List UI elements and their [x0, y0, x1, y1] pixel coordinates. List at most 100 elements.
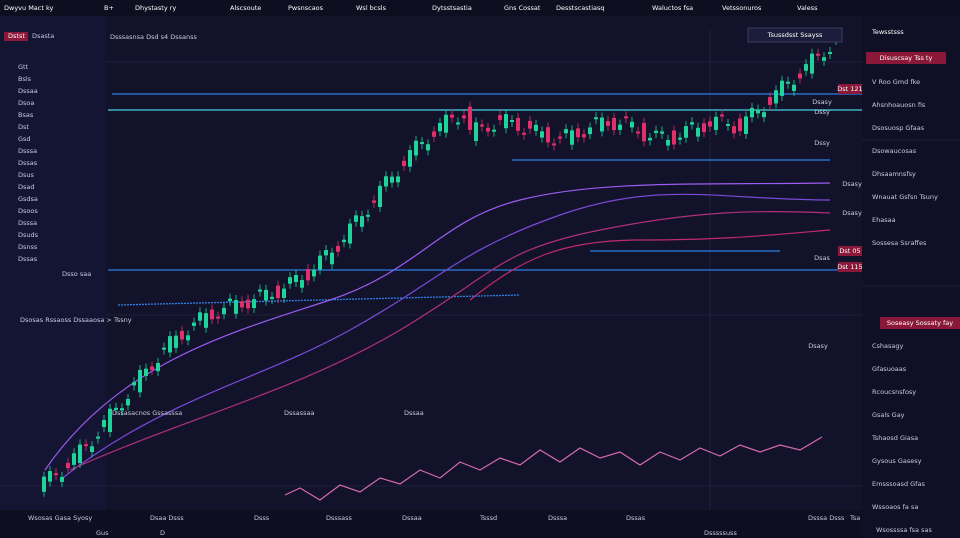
list-item: Wssoaos fa sa — [872, 503, 918, 511]
candle — [48, 471, 52, 482]
candle — [552, 143, 556, 146]
highlight-text: Soseasy Sossaty fay — [887, 319, 953, 327]
list-item: Wnauat Gsfsn Tsuny — [872, 193, 938, 201]
list-item: Emsssoasd Gfas — [872, 480, 925, 488]
menu-item: Gns Cossat — [504, 4, 541, 12]
candle — [450, 114, 454, 118]
candle — [186, 335, 190, 341]
menu-item: Desstscastiasq — [556, 4, 605, 12]
menu-item: Wsl bcsls — [356, 4, 387, 12]
footer-label: Dssas — [626, 514, 646, 522]
candle — [636, 131, 640, 134]
candle — [744, 116, 748, 135]
candle — [342, 239, 346, 243]
panel-footer: Dsso saa — [62, 270, 91, 278]
left-panel — [0, 16, 106, 510]
footer-label: Dsssssuss — [704, 529, 737, 537]
candle — [720, 114, 724, 117]
indicator-title: Dsosas Rssaoss Dssaaosa > Tssny — [20, 316, 132, 324]
list-item: Dsoa — [18, 99, 34, 107]
candle — [498, 115, 502, 120]
candle — [390, 176, 394, 183]
candle — [780, 80, 784, 96]
candle — [492, 129, 496, 132]
candle — [534, 124, 538, 131]
candle — [582, 134, 586, 138]
candle — [510, 120, 514, 123]
candle — [234, 300, 238, 314]
list-item: Dst — [18, 123, 29, 131]
candle — [444, 114, 448, 133]
candles — [42, 32, 838, 497]
list-item: Bsas — [18, 111, 34, 119]
candle — [384, 176, 388, 187]
candle — [72, 453, 76, 465]
candle — [816, 53, 820, 56]
candle — [474, 122, 478, 142]
list-item: Bsls — [18, 75, 32, 83]
highlight — [866, 52, 946, 64]
candle — [312, 269, 316, 277]
candle — [756, 109, 760, 114]
panel-footer: Wsossssa fsa sas — [876, 526, 932, 534]
tooltip — [747, 27, 843, 43]
list-item: Dsowaucosas — [872, 147, 917, 155]
tooltip-text: Tsussdsst Ssayss — [767, 31, 823, 39]
candle — [330, 252, 334, 265]
level-label: Dsasy — [842, 180, 862, 188]
candle — [42, 476, 46, 492]
level-label: Dsasy — [808, 342, 828, 350]
candle — [648, 137, 652, 141]
candle — [462, 115, 466, 119]
candle — [546, 127, 550, 143]
candle — [150, 366, 154, 371]
candle — [624, 116, 628, 119]
list-item: Dssas — [18, 255, 38, 263]
candle — [126, 398, 130, 406]
candle — [54, 473, 58, 476]
candle — [318, 255, 322, 270]
candle — [168, 336, 172, 353]
candle — [822, 57, 826, 61]
candle — [96, 436, 100, 439]
list-item: Dssaa — [18, 87, 38, 95]
candle — [522, 132, 526, 135]
price-label: Dst 115 — [837, 263, 862, 271]
panel-title: Tewsstsss — [871, 28, 904, 36]
candle — [414, 140, 418, 156]
candle — [192, 322, 196, 326]
candle — [702, 123, 706, 133]
candle — [426, 144, 430, 151]
candle — [228, 298, 232, 302]
candle — [570, 130, 574, 145]
menu-item: Dwyvu Mact ky — [4, 4, 54, 12]
candle — [828, 52, 832, 55]
candle — [654, 130, 658, 134]
candle — [144, 368, 148, 377]
candle — [732, 126, 736, 134]
list-item: Dsnss — [18, 243, 38, 251]
panel-subtitle: Dsasta — [32, 32, 54, 40]
list-item: Gtt — [18, 63, 29, 71]
list-item: Tshaosd Giasa — [871, 434, 918, 442]
chart-legend: Dsssasnsa Dsd s4 Dssanss — [110, 33, 198, 41]
footer-label: Gus — [96, 529, 109, 537]
candle — [294, 274, 298, 283]
level-label: Dssy — [814, 108, 830, 116]
list-item: Dsoos — [18, 207, 38, 215]
candle — [396, 176, 400, 183]
candle — [66, 462, 70, 469]
list-item: Dsuds — [18, 231, 39, 239]
candle — [306, 269, 310, 281]
right-panel — [862, 16, 960, 538]
candle — [432, 131, 436, 137]
footer-label: Tsa — [849, 514, 860, 522]
list-item: Gsd — [18, 135, 31, 143]
candle — [714, 116, 718, 130]
list-item: Rcoucsnsfosy — [872, 388, 916, 396]
candle — [222, 307, 226, 315]
candle — [768, 97, 772, 105]
candle — [408, 150, 412, 167]
list-item: Dsssa — [18, 219, 37, 227]
